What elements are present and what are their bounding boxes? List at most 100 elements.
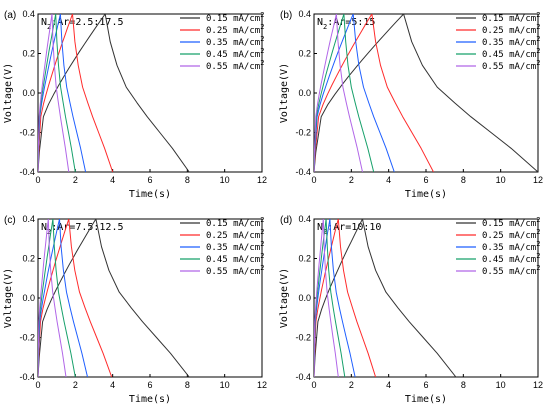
series-line-1 [314,219,457,377]
y-tick-label: 0.4 [298,9,311,19]
x-tick-label: 4 [386,380,391,390]
y-tick-label: -0.2 [295,333,311,343]
legend-label: 0.55 mA/cm2 [482,264,540,277]
legend-label: 0.35 mA/cm2 [482,35,540,48]
legend-label: 0.15 mA/cm2 [482,11,540,24]
x-tick-label: 12 [533,175,543,185]
x-axis-title: Time(s) [405,394,447,405]
series-line-4 [314,14,375,172]
series-line-1 [38,14,190,172]
x-tick-label: 2 [73,175,78,185]
series-line-5 [314,219,339,377]
x-tick-label: 12 [257,380,267,390]
y-tick-label: 0.0 [22,293,35,303]
x-tick-label: 6 [147,175,152,185]
y-tick-label: -0.2 [19,128,35,138]
y-tick-label: 0.0 [298,293,311,303]
y-tick-label: -0.2 [19,333,35,343]
y-tick-label: 0.2 [298,254,311,264]
series-line-4 [314,219,346,377]
panel-label: (c) [4,215,16,226]
x-tick-label: 4 [110,175,115,185]
legend-label: 0.25 mA/cm2 [206,228,264,241]
series-line-3 [314,14,395,172]
composition-annotation: N2:Ar=10:10 [317,222,381,236]
x-tick-label: 10 [496,380,506,390]
y-axis-title: Voltage(V) [3,63,14,123]
series-line-2 [314,219,377,377]
x-tick-label: 8 [461,175,466,185]
series-line-5 [38,219,67,377]
chart-panel-3: 0 2 4 6 8 10 12 -0.4 -0.2 0.0 0.2 0.4 Time(s) Voltage… [3,214,267,405]
series-line-5 [314,14,363,172]
x-tick-label: 10 [220,380,230,390]
y-tick-label: 0.2 [22,49,35,59]
y-tick-label: 0.2 [298,49,311,59]
legend-label: 0.45 mA/cm2 [482,47,540,60]
series-line-2 [38,219,113,377]
x-tick-label: 10 [220,175,230,185]
y-tick-label: 0.4 [298,214,311,224]
series-line-2 [38,14,114,172]
x-tick-label: 8 [461,380,466,390]
x-tick-label: 0 [35,380,40,390]
x-tick-label: 2 [349,380,354,390]
chart-panel-1: 0 2 4 6 8 10 12 -0.4 -0.2 0.0 0.2 0.4 Time(s) Voltage… [3,9,267,200]
y-axis-title: Voltage(V) [3,268,14,328]
x-tick-label: 6 [423,380,428,390]
chart-panel-4: 0 2 4 6 8 10 12 -0.4 -0.2 0.0 0.2 0.4 Time(s) Voltage… [279,214,543,405]
legend-label: 0.35 mA/cm2 [206,240,264,253]
y-tick-label: -0.4 [295,167,311,177]
x-axis-title: Time(s) [129,189,171,200]
x-axis-title: Time(s) [405,189,447,200]
series-line-5 [38,14,70,172]
x-tick-label: 8 [185,380,190,390]
legend-label: 0.45 mA/cm2 [482,252,540,265]
x-tick-label: 0 [35,175,40,185]
x-tick-label: 8 [185,175,190,185]
y-tick-label: 0.4 [22,9,35,19]
y-tick-label: -0.4 [19,372,35,382]
legend-label: 0.55 mA/cm2 [206,264,264,277]
series-line-3 [38,14,87,172]
series-line-3 [314,219,356,377]
y-tick-label: -0.4 [295,372,311,382]
y-tick-label: -0.2 [295,128,311,138]
x-tick-label: 4 [110,380,115,390]
x-tick-label: 10 [496,175,506,185]
legend-label: 0.15 mA/cm2 [482,216,540,229]
legend-label: 0.45 mA/cm2 [206,47,264,60]
series-line-1 [314,14,538,172]
series-line-1 [38,219,190,377]
legend-label: 0.25 mA/cm2 [482,228,540,241]
y-tick-label: 0.4 [22,214,35,224]
x-tick-label: 4 [386,175,391,185]
legend-label: 0.25 mA/cm2 [206,23,264,36]
legend-label: 0.35 mA/cm2 [482,240,540,253]
panel-label: (a) [4,10,16,21]
x-tick-label: 6 [423,175,428,185]
x-tick-label: 0 [311,380,316,390]
panel-label: (d) [280,215,292,226]
x-tick-label: 0 [311,175,316,185]
x-tick-label: 12 [533,380,543,390]
y-axis-title: Voltage(V) [279,63,290,123]
legend-label: 0.55 mA/cm2 [482,59,540,72]
legend-label: 0.45 mA/cm2 [206,252,264,265]
y-tick-label: 0.0 [22,88,35,98]
panel-label: (b) [280,10,292,21]
x-tick-label: 2 [73,380,78,390]
legend-label: 0.35 mA/cm2 [206,35,264,48]
series-line-4 [38,14,76,172]
y-tick-label: 0.0 [298,88,311,98]
x-tick-label: 2 [349,175,354,185]
x-axis-title: Time(s) [129,394,171,405]
y-tick-label: 0.2 [22,254,35,264]
x-tick-label: 6 [147,380,152,390]
composition-annotation: N2:Ar=5:15 [317,17,375,31]
composition-annotation: N2:Ar=2.5:17.5 [41,17,124,31]
y-tick-label: -0.4 [19,167,35,177]
y-axis-title: Voltage(V) [279,268,290,328]
legend-label: 0.25 mA/cm2 [482,23,540,36]
